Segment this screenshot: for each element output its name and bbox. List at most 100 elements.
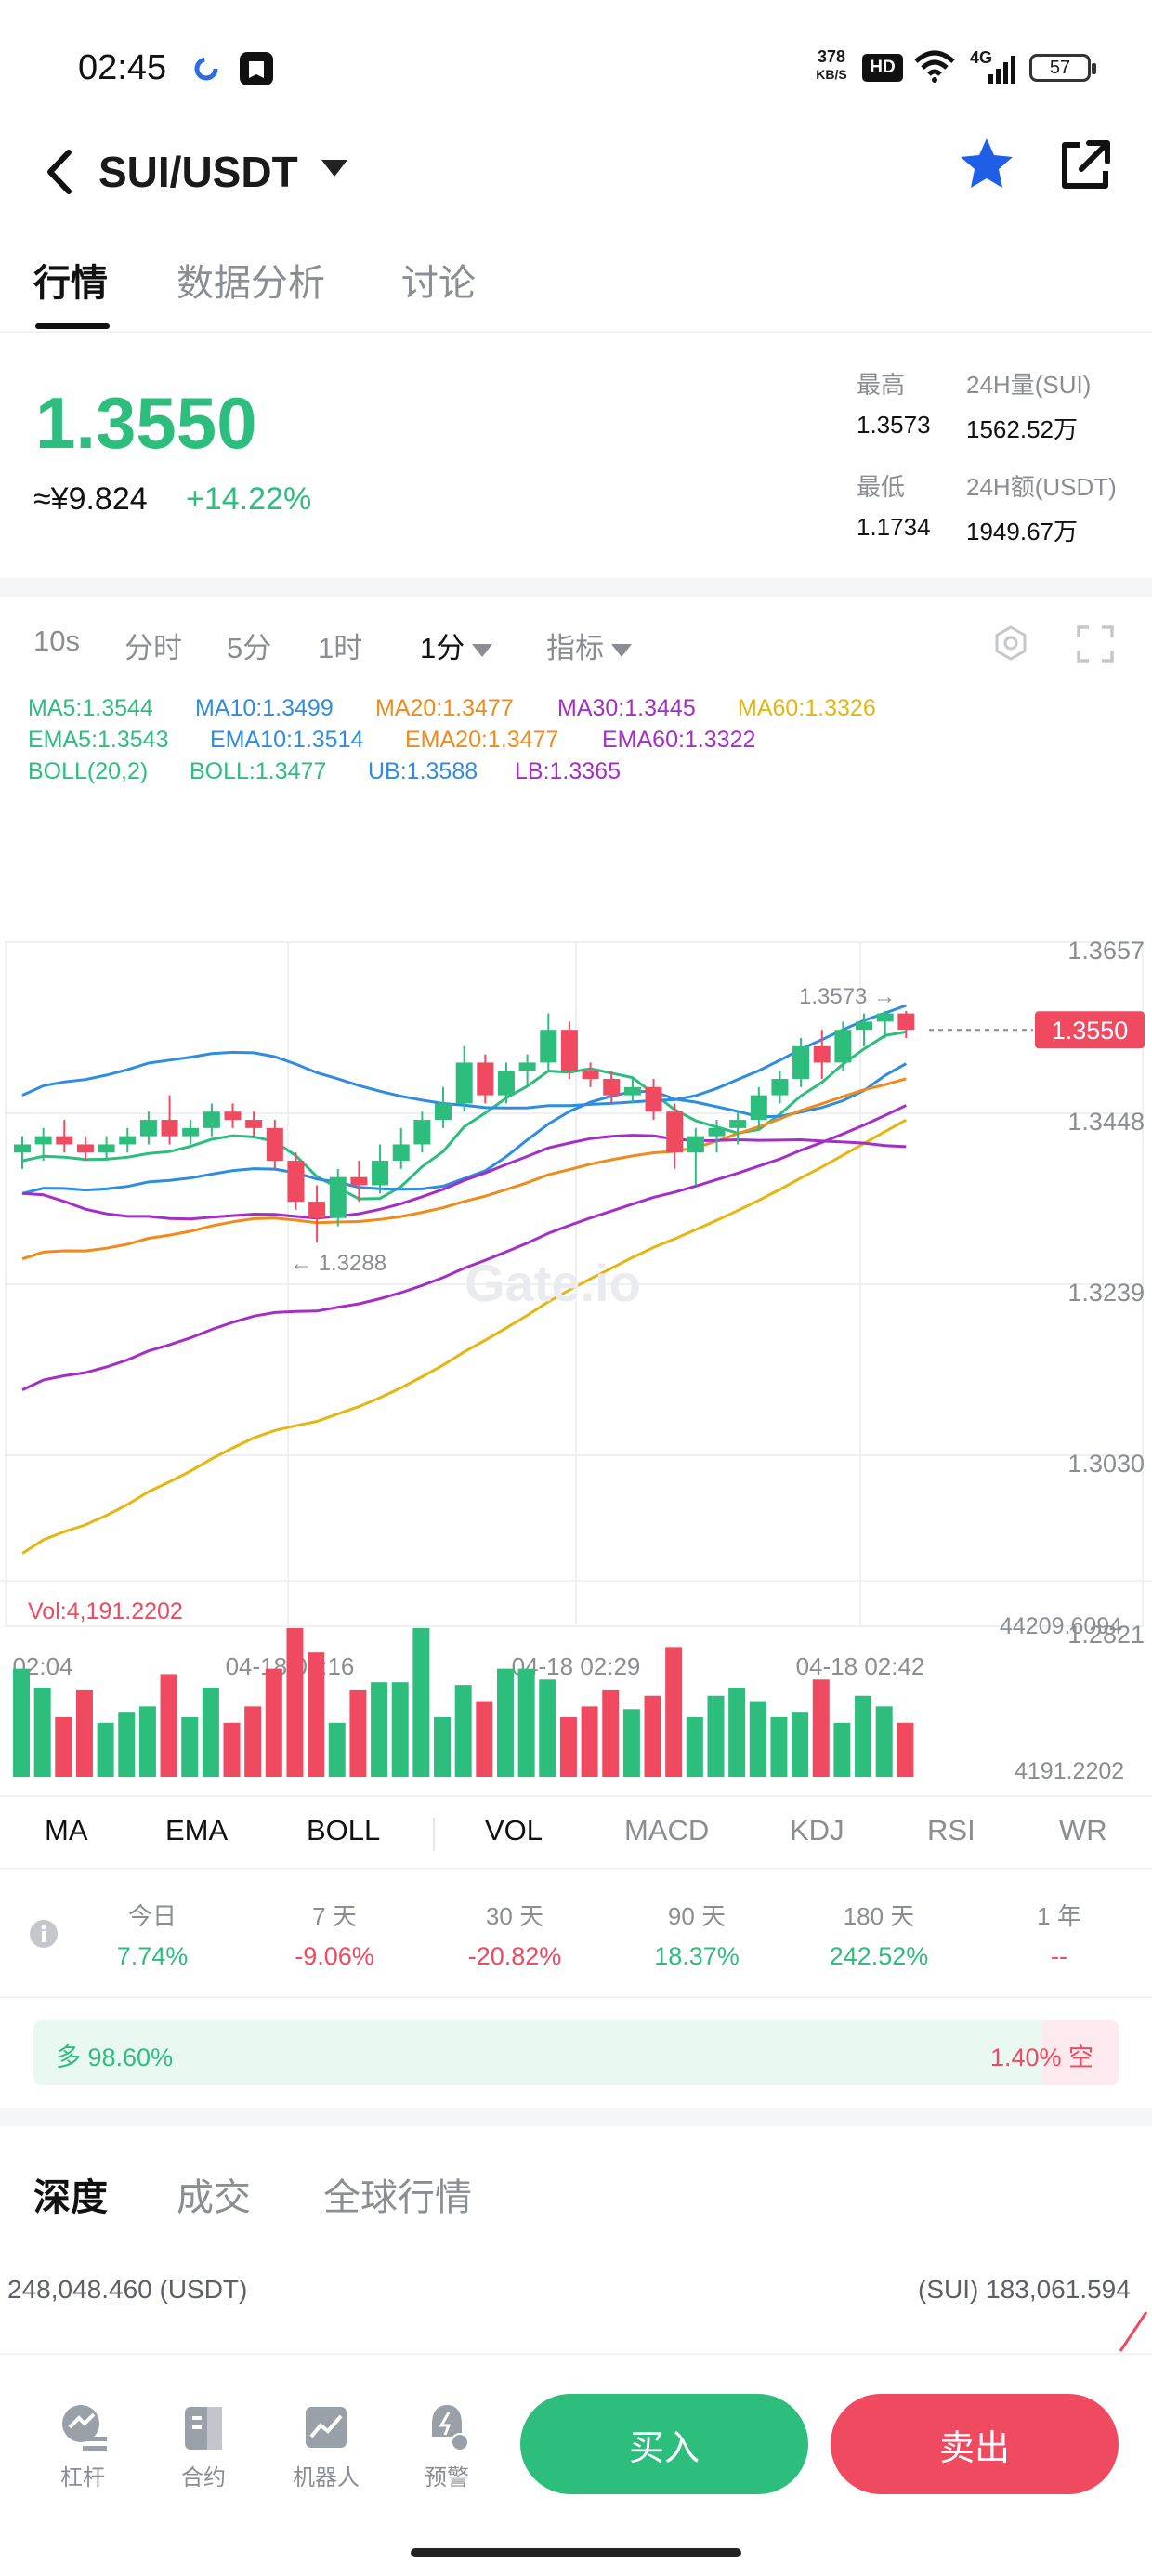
legend-ma60: MA60:1.3326 [738, 695, 876, 721]
indicator-tab-macd[interactable]: MACD [624, 1814, 710, 1847]
perf-value-180d: 242.52% [829, 1942, 929, 1970]
candle [497, 1071, 515, 1096]
volume-bar [559, 1717, 577, 1777]
legend-ema20: EMA20:1.3477 [405, 727, 559, 753]
x-tick-label: 04-18 02:42 [796, 1652, 925, 1680]
buy-button[interactable]: 买入 [520, 2394, 808, 2494]
amount-label: 24H额(USDT) [966, 473, 1117, 501]
low-value: 1.1734 [857, 513, 931, 541]
candle [435, 1103, 452, 1121]
volume-bar [454, 1685, 472, 1777]
interval-1h[interactable]: 1时 [318, 632, 363, 664]
interval-timeline[interactable]: 分时 [124, 632, 182, 664]
high-label: 最高 [857, 371, 906, 399]
candle [182, 1127, 200, 1137]
perf-label-1y: 1 年 [1037, 1902, 1081, 1930]
low-label: 最低 [857, 473, 906, 501]
chart-settings-icon[interactable] [992, 624, 1029, 662]
chevron-down-icon [611, 643, 632, 657]
home-indicator [411, 2548, 741, 2557]
volume-bar [328, 1722, 346, 1777]
indicator-tab-ema[interactable]: EMA [165, 1814, 229, 1847]
tab-depth[interactable]: 深度 [33, 2177, 108, 2218]
legend-ma5: MA5:1.3544 [28, 695, 153, 721]
tab-market[interactable]: 行情 [33, 263, 108, 304]
candle [287, 1161, 305, 1203]
candle [771, 1079, 789, 1096]
long-ratio: 多 98.60% [56, 2044, 174, 2071]
info-icon[interactable] [28, 1918, 59, 1950]
fullscreen-icon[interactable] [1076, 624, 1115, 664]
perf-value-30d: -20.82% [467, 1942, 562, 1970]
volume-bar [55, 1717, 72, 1777]
interval-10s[interactable]: 10s [33, 624, 80, 657]
candle [792, 1045, 810, 1080]
volume-bar [434, 1717, 452, 1777]
perf-value-7d: -9.06% [295, 1942, 374, 1970]
tab-data-analysis[interactable]: 数据分析 [177, 263, 325, 304]
legend-ema60: EMA60:1.3322 [602, 727, 756, 753]
nav-bots[interactable]: 机器人 [275, 2399, 377, 2491]
indicator-tab-kdj[interactable]: KDJ [790, 1814, 844, 1847]
volume-bar [581, 1706, 598, 1777]
tab-discussion[interactable]: 讨论 [401, 263, 476, 304]
short-ratio: 1.40% 空 [990, 2044, 1094, 2071]
long-short-bar [33, 2020, 1119, 2085]
candle [518, 1062, 536, 1071]
candle [245, 1120, 263, 1128]
volume-bar [539, 1679, 556, 1777]
nav-margin[interactable]: 杠杆 [32, 2399, 134, 2491]
indicator-tab-vol[interactable]: VOL [485, 1814, 543, 1847]
tab-trades[interactable]: 成交 [177, 2177, 251, 2218]
favorite-star-icon[interactable] [957, 134, 1016, 193]
interval-bar: 10s 分时 5分 1时 1分 指标 [0, 604, 1152, 680]
volume-bar [875, 1706, 893, 1777]
indicator-tab-ma[interactable]: MA [45, 1814, 88, 1847]
y-tick-label: 1.3448 [1067, 1108, 1145, 1136]
last-price-tag: 1.3550 [1052, 1017, 1129, 1045]
tab-separator [433, 1818, 435, 1851]
tab-global-market[interactable]: 全球行情 [323, 2177, 472, 2218]
candle [729, 1120, 747, 1128]
volume-legend: Vol:4,191.2202 [28, 1598, 183, 1624]
indicator-tab-boll[interactable]: BOLL [307, 1814, 381, 1847]
sell-button[interactable]: 卖出 [831, 2394, 1119, 2494]
volume-max-label: 44209.6094 [1000, 1613, 1123, 1639]
indicator-tab-rsi[interactable]: RSI [927, 1814, 975, 1847]
volume-bar [644, 1695, 661, 1777]
legend-boll-lb: LB:1.3365 [515, 758, 621, 784]
y-tick-label: 1.3239 [1067, 1279, 1145, 1307]
volume-bar [728, 1688, 746, 1777]
pair-dropdown-icon[interactable] [321, 160, 347, 177]
candle [392, 1144, 410, 1162]
candle [203, 1111, 220, 1128]
volume-bar [496, 1668, 514, 1777]
volume-bar [97, 1722, 114, 1777]
ma30-line [21, 1104, 907, 1391]
depth-ask-total: (SUI) 183,061.594 [918, 2275, 1131, 2304]
nav-futures[interactable]: 合约 [152, 2399, 255, 2491]
back-button[interactable] [28, 139, 93, 204]
perf-value-today: 7.74% [116, 1942, 189, 1970]
interval-5m[interactable]: 5分 [227, 632, 272, 664]
volume-value: 1562.52万 [966, 415, 1078, 443]
share-icon[interactable] [1052, 132, 1119, 199]
boll-lower-line [21, 1134, 907, 1221]
pair-title[interactable]: SUI/USDT [98, 148, 298, 196]
volume-bar [602, 1689, 620, 1777]
volume-bar [265, 1668, 282, 1777]
indicator-tabs: MA EMA BOLL VOL MACD KDJ RSI WR [0, 1795, 1152, 1870]
indicator-tab-wr[interactable]: WR [1059, 1814, 1107, 1847]
interval-1m[interactable]: 1分 [420, 624, 493, 666]
candle [813, 1045, 831, 1063]
volume-label: 24H量(SUI) [966, 371, 1092, 399]
nav-alerts[interactable]: 预警 [396, 2399, 498, 2491]
volume-bar [138, 1706, 156, 1777]
indicator-menu[interactable]: 指标 [546, 624, 632, 666]
candle [750, 1095, 767, 1121]
volume-chart [13, 1628, 914, 1777]
perf-value-90d: 18.37% [654, 1942, 740, 1970]
candle [455, 1062, 473, 1104]
last-price-tag-bg [1035, 1011, 1145, 1049]
